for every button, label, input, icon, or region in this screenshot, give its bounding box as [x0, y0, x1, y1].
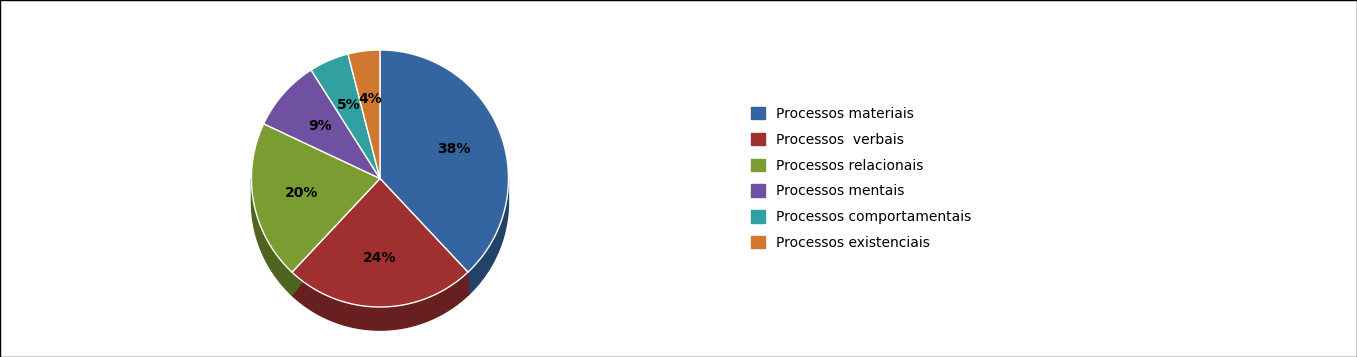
Polygon shape: [292, 178, 468, 307]
Text: 24%: 24%: [364, 251, 396, 265]
Text: 5%: 5%: [337, 99, 360, 112]
Polygon shape: [468, 181, 509, 295]
Polygon shape: [292, 272, 468, 330]
Legend: Processos materiais, Processos  verbais, Processos relacionais, Processos mentai: Processos materiais, Processos verbais, …: [744, 100, 978, 257]
Polygon shape: [292, 178, 380, 295]
Text: 4%: 4%: [358, 92, 381, 106]
Text: 20%: 20%: [285, 186, 319, 200]
Polygon shape: [380, 178, 468, 295]
Polygon shape: [380, 50, 509, 272]
Polygon shape: [292, 178, 380, 295]
Polygon shape: [380, 178, 468, 295]
Polygon shape: [263, 70, 380, 178]
Text: 9%: 9%: [308, 119, 332, 133]
Polygon shape: [347, 50, 380, 178]
Polygon shape: [311, 54, 380, 178]
Polygon shape: [251, 179, 292, 295]
Polygon shape: [251, 124, 380, 272]
Text: 38%: 38%: [437, 142, 471, 156]
